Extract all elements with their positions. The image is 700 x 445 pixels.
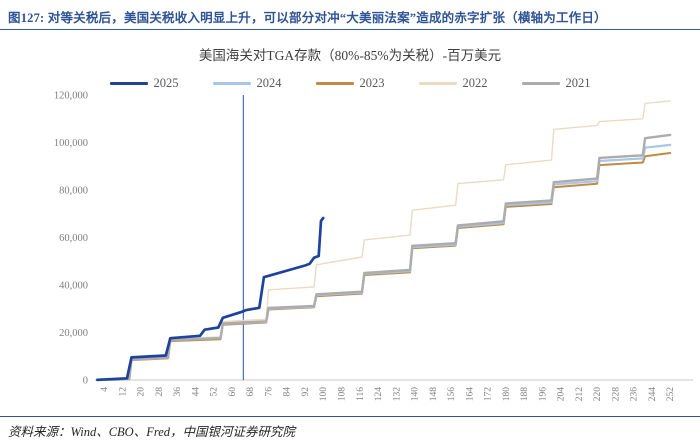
legend-swatch-2021 bbox=[521, 82, 560, 85]
y-tick-label: 120,000 bbox=[54, 91, 88, 102]
x-tick-label: 12 bbox=[118, 387, 128, 397]
x-tick-label: 244 bbox=[648, 387, 658, 402]
y-tick-label: 20,000 bbox=[59, 328, 88, 339]
legend-item-2023: 2023 bbox=[315, 76, 385, 91]
y-tick-label: 100,000 bbox=[54, 138, 88, 149]
x-tick-label: 84 bbox=[283, 387, 293, 397]
x-tick-label: 140 bbox=[411, 387, 421, 402]
legend-label-2025: 2025 bbox=[153, 76, 179, 90]
x-tick-label: 196 bbox=[538, 387, 548, 402]
x-tick-label: 132 bbox=[392, 387, 402, 402]
series-line-2021 bbox=[96, 133, 672, 382]
legend-label-2022: 2022 bbox=[462, 76, 488, 90]
x-tick-label: 20 bbox=[137, 387, 147, 397]
header-divider bbox=[0, 29, 700, 30]
x-tick-label: 164 bbox=[465, 387, 475, 402]
series-line-2023 bbox=[96, 152, 672, 381]
x-tick-label: 36 bbox=[173, 387, 183, 397]
series-line-2025 bbox=[95, 216, 325, 382]
y-tick-label: 40,000 bbox=[59, 281, 88, 292]
y-tick-label: 80,000 bbox=[59, 186, 88, 197]
x-tick-label: 172 bbox=[484, 387, 494, 402]
x-tick-label: 92 bbox=[301, 387, 311, 397]
figure-title: 图127: 对等关税后，美国关税收入明显上升，可以部分对冲“大美丽法案”造成的赤… bbox=[8, 11, 607, 25]
x-tick-label: 116 bbox=[356, 387, 366, 401]
legend-label-2023: 2023 bbox=[359, 76, 385, 90]
x-tick-label: 252 bbox=[666, 387, 676, 402]
y-tick-label: 0 bbox=[83, 376, 88, 387]
legend-item-2025: 2025 bbox=[109, 76, 179, 91]
x-tick-label: 52 bbox=[210, 387, 220, 397]
legend-swatch-2025 bbox=[109, 82, 148, 85]
x-tick-label: 188 bbox=[520, 387, 530, 402]
chart-legend: 2025 2024 2023 2022 2021 bbox=[0, 76, 700, 91]
footer-divider bbox=[0, 416, 700, 417]
x-tick-label: 44 bbox=[191, 387, 201, 397]
legend-item-2024: 2024 bbox=[212, 76, 282, 91]
legend-swatch-2024 bbox=[212, 82, 251, 85]
x-tick-label: 60 bbox=[228, 387, 238, 397]
legend-item-2022: 2022 bbox=[418, 76, 488, 91]
y-tick-label: 60,000 bbox=[59, 233, 88, 244]
chart-title: 美国海关对TGA存款（80%-85%为关税）-百万美元 bbox=[198, 48, 502, 63]
legend-label-2021: 2021 bbox=[565, 76, 591, 90]
x-tick-label: 76 bbox=[264, 387, 274, 397]
x-tick-label: 148 bbox=[429, 387, 439, 402]
x-tick-label: 228 bbox=[611, 387, 621, 402]
x-tick-label: 124 bbox=[374, 387, 384, 402]
x-tick-label: 220 bbox=[593, 387, 603, 402]
legend-label-2024: 2024 bbox=[256, 76, 282, 90]
legend-swatch-2022 bbox=[418, 82, 457, 85]
x-tick-label: 204 bbox=[557, 387, 567, 402]
x-tick-label: 180 bbox=[502, 387, 512, 402]
legend-item-2021: 2021 bbox=[521, 76, 591, 91]
x-tick-label: 100 bbox=[319, 387, 329, 402]
legend-swatch-2023 bbox=[315, 82, 354, 85]
source-text: 资料来源：Wind、CBO、Fred，中国银河证券研究院 bbox=[8, 425, 296, 439]
x-tick-label: 28 bbox=[155, 387, 165, 397]
x-tick-label: 156 bbox=[447, 387, 457, 402]
x-tick-label: 4 bbox=[100, 387, 110, 392]
x-tick-label: 108 bbox=[338, 387, 348, 402]
x-tick-label: 68 bbox=[246, 387, 256, 397]
chart-plot: 0 20,000 40,000 60,000 80,000 100,000 120,000 4… bbox=[54, 91, 693, 402]
x-tick-label: 212 bbox=[575, 387, 585, 402]
x-tick-label: 236 bbox=[630, 387, 640, 402]
